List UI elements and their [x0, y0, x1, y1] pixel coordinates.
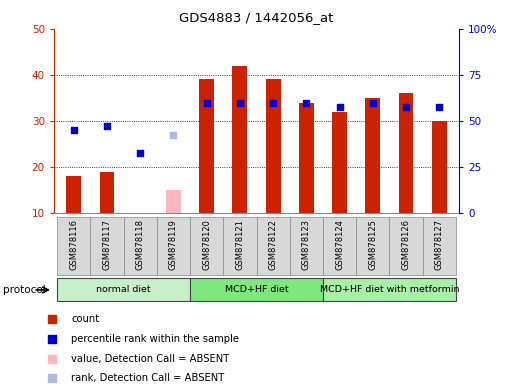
Bar: [199, 79, 214, 213]
Bar: [266, 79, 281, 213]
Point: [302, 99, 310, 106]
Bar: [299, 103, 314, 213]
Point: [369, 99, 377, 106]
Bar: [323, 217, 356, 275]
Text: GSM878117: GSM878117: [103, 219, 111, 270]
Bar: [90, 217, 124, 275]
Text: GSM878124: GSM878124: [335, 219, 344, 270]
Point: [402, 104, 410, 110]
Bar: [356, 217, 389, 275]
Text: GSM878121: GSM878121: [235, 219, 244, 270]
Point: [169, 132, 177, 138]
Point: [435, 104, 443, 110]
Text: GSM878127: GSM878127: [435, 219, 444, 270]
Bar: [423, 217, 456, 275]
Text: GSM878118: GSM878118: [136, 219, 145, 270]
Bar: [57, 278, 190, 301]
Point: [203, 99, 211, 106]
Text: GSM878126: GSM878126: [402, 219, 410, 270]
Bar: [57, 217, 90, 275]
Text: MCD+HF diet with metformin: MCD+HF diet with metformin: [320, 285, 459, 295]
Point: [330, 291, 338, 298]
Text: GDS4883 / 1442056_at: GDS4883 / 1442056_at: [180, 12, 333, 25]
Text: percentile rank within the sample: percentile rank within the sample: [71, 334, 239, 344]
Text: value, Detection Call = ABSENT: value, Detection Call = ABSENT: [71, 354, 229, 364]
Text: normal diet: normal diet: [96, 285, 151, 295]
Bar: [323, 278, 456, 301]
Bar: [432, 121, 447, 213]
Bar: [157, 217, 190, 275]
Bar: [399, 93, 413, 213]
Bar: [190, 278, 323, 301]
Text: count: count: [71, 314, 100, 324]
Bar: [232, 66, 247, 213]
Point: [269, 99, 277, 106]
Text: GSM878123: GSM878123: [302, 219, 311, 270]
Text: GSM878116: GSM878116: [69, 219, 78, 270]
Bar: [365, 98, 380, 213]
Point: [103, 122, 111, 129]
Bar: [332, 112, 347, 213]
Text: GSM878125: GSM878125: [368, 219, 377, 270]
Point: [70, 127, 78, 133]
Text: GSM878120: GSM878120: [202, 219, 211, 270]
Text: protocol: protocol: [3, 285, 45, 295]
Bar: [290, 217, 323, 275]
Bar: [256, 217, 290, 275]
Point: [136, 150, 144, 156]
Text: GSM878122: GSM878122: [269, 219, 278, 270]
Bar: [389, 217, 423, 275]
Bar: [223, 217, 256, 275]
Bar: [124, 217, 157, 275]
Bar: [66, 176, 81, 213]
Text: MCD+HF diet: MCD+HF diet: [225, 285, 288, 295]
Text: rank, Detection Call = ABSENT: rank, Detection Call = ABSENT: [71, 374, 225, 384]
Point: [336, 104, 344, 110]
Bar: [100, 172, 114, 213]
Point: [236, 99, 244, 106]
Bar: [190, 217, 223, 275]
Bar: [166, 190, 181, 213]
Text: GSM878119: GSM878119: [169, 219, 178, 270]
Point: [330, 113, 338, 119]
